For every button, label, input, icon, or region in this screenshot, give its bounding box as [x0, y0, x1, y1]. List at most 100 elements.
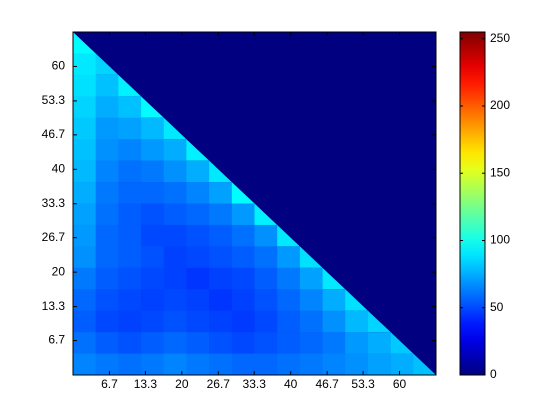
- colorbar-tick-label: 0: [490, 367, 497, 381]
- heat-cell: [345, 53, 369, 76]
- heat-cell: [299, 310, 323, 333]
- heat-cell: [390, 267, 414, 290]
- heat-cell: [322, 267, 346, 290]
- heat-cell: [231, 53, 255, 76]
- heat-cell: [163, 139, 187, 161]
- heat-cell: [73, 203, 96, 226]
- heat-cell: [163, 160, 187, 183]
- heat-cell: [299, 203, 323, 226]
- heat-cell: [73, 32, 96, 54]
- colorbar: [459, 31, 486, 376]
- heat-cell: [141, 267, 165, 290]
- heat-cell: [367, 224, 391, 247]
- heat-cell: [299, 332, 323, 354]
- heat-cell: [209, 267, 233, 290]
- heat-cell: [277, 353, 301, 376]
- heat-cell: [413, 353, 436, 375]
- heat-cell: [254, 246, 278, 269]
- heat-cell: [73, 332, 96, 354]
- heat-cell: [95, 74, 119, 97]
- heat-cell: [231, 353, 255, 376]
- heat-cell: [390, 117, 414, 140]
- heat-cell: [345, 182, 369, 204]
- heat-cell: [367, 203, 391, 226]
- heat-cell: [322, 353, 346, 376]
- heat-cell: [209, 332, 233, 354]
- heat-cell: [254, 289, 278, 311]
- heat-cell: [299, 353, 323, 376]
- heat-cell: [186, 224, 210, 247]
- heat-cell: [299, 32, 323, 54]
- heat-cell: [209, 160, 232, 183]
- heat-cell: [118, 203, 142, 226]
- x-tick-label: 53.3: [351, 377, 375, 391]
- heat-cell: [277, 74, 301, 97]
- heat-cell: [254, 203, 278, 225]
- heat-cell: [141, 139, 165, 161]
- heat-cell: [209, 139, 233, 161]
- heat-cell: [95, 310, 119, 333]
- heat-cell: [231, 160, 255, 183]
- heat-cell: [390, 96, 414, 119]
- heat-cell: [118, 224, 142, 247]
- heat-cell: [345, 224, 369, 247]
- heat-cell: [209, 289, 233, 311]
- heat-cell: [299, 96, 323, 119]
- heat-cell: [73, 224, 96, 247]
- colorbar-tick-label: 250: [490, 31, 510, 45]
- heat-cell: [299, 246, 323, 268]
- heat-cell: [390, 32, 414, 54]
- heat-cell: [118, 182, 142, 204]
- heat-cell: [209, 117, 233, 140]
- heat-cell: [141, 117, 165, 140]
- heat-cell: [95, 224, 119, 247]
- heat-cell: [186, 74, 210, 97]
- heat-cell: [186, 332, 210, 354]
- heat-cell: [254, 160, 278, 183]
- heat-cell: [141, 332, 165, 354]
- heat-cell: [345, 246, 369, 269]
- heat-cell: [345, 74, 369, 97]
- heat-cell: [73, 246, 96, 269]
- y-tick-label: 26.7: [42, 230, 66, 244]
- heat-cell: [322, 96, 346, 119]
- heat-cell: [390, 353, 414, 376]
- heat-cell: [277, 53, 301, 76]
- heat-cell: [322, 74, 346, 97]
- heat-cell: [413, 117, 437, 140]
- heat-cell: [254, 53, 278, 76]
- heat-cell: [322, 53, 346, 76]
- heat-cell: [95, 267, 119, 290]
- heat-cell: [73, 117, 96, 140]
- heat-cell: [277, 96, 301, 119]
- heat-cell: [322, 246, 346, 269]
- heat-cell: [277, 310, 301, 333]
- heat-cell: [163, 267, 187, 290]
- heat-cell: [367, 267, 391, 290]
- x-tick-label: 33.3: [243, 377, 267, 391]
- heat-cell: [322, 310, 346, 333]
- heat-cell: [95, 96, 119, 119]
- heat-cell: [95, 53, 119, 75]
- heat-cell: [95, 246, 119, 269]
- heat-cell: [73, 160, 96, 183]
- heat-cell: [367, 139, 391, 161]
- heat-cell: [413, 267, 437, 290]
- heat-cell: [345, 310, 369, 333]
- heat-cell: [209, 182, 233, 204]
- heat-cell: [209, 96, 233, 119]
- y-tick-label: 46.7: [42, 127, 66, 141]
- heat-cell: [118, 353, 142, 376]
- heat-cell: [322, 289, 346, 311]
- heat-cell: [186, 53, 210, 76]
- heat-cell: [299, 267, 323, 290]
- heat-cell: [390, 139, 414, 161]
- y-tick-label: 13.3: [42, 299, 66, 313]
- heat-cell: [95, 332, 119, 354]
- heat-cell: [186, 32, 210, 54]
- heat-cell: [231, 117, 255, 140]
- heat-cell: [367, 74, 391, 97]
- heat-cell: [73, 289, 96, 311]
- heat-cell: [231, 310, 255, 333]
